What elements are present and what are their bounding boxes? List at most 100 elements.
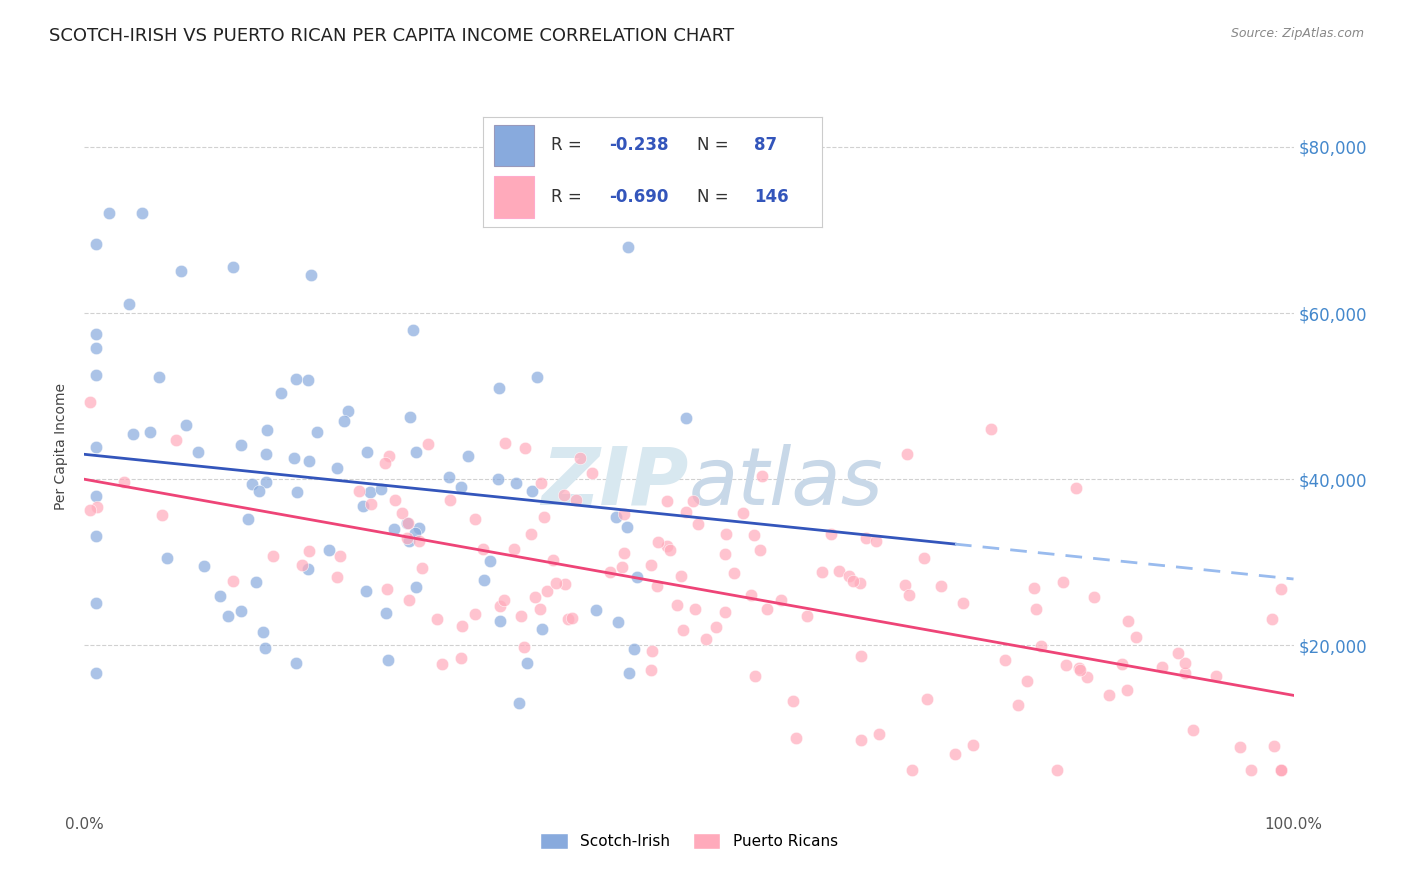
Point bbox=[748, 543, 770, 558]
Point bbox=[751, 469, 773, 483]
Point bbox=[360, 485, 382, 500]
Point bbox=[222, 260, 245, 274]
Point bbox=[531, 622, 554, 636]
Point bbox=[599, 565, 621, 579]
Point bbox=[641, 643, 664, 657]
Point bbox=[471, 541, 494, 556]
Point bbox=[510, 608, 533, 623]
Point bbox=[1270, 582, 1292, 596]
Point bbox=[165, 433, 187, 447]
Point bbox=[508, 697, 530, 711]
Point bbox=[1116, 615, 1139, 629]
Point bbox=[405, 580, 427, 594]
Point bbox=[848, 575, 870, 590]
Point bbox=[398, 593, 420, 607]
Point bbox=[849, 648, 872, 663]
Point bbox=[170, 264, 193, 278]
Point bbox=[399, 409, 422, 424]
Point bbox=[298, 544, 321, 558]
Point bbox=[138, 425, 160, 439]
Point bbox=[1024, 581, 1046, 595]
Point bbox=[131, 206, 153, 220]
Point bbox=[894, 578, 917, 592]
Point bbox=[714, 527, 737, 541]
Point bbox=[672, 624, 695, 638]
Point bbox=[785, 731, 807, 745]
Point bbox=[613, 507, 636, 521]
Point bbox=[658, 543, 681, 558]
Point bbox=[231, 438, 253, 452]
Point bbox=[647, 579, 669, 593]
Point bbox=[439, 492, 461, 507]
Point bbox=[86, 500, 108, 514]
Point bbox=[148, 370, 170, 384]
Point bbox=[898, 588, 921, 602]
Point bbox=[1069, 664, 1091, 678]
Point bbox=[375, 607, 398, 621]
Point bbox=[492, 593, 515, 607]
Point bbox=[404, 526, 426, 541]
Point bbox=[1025, 602, 1047, 616]
Point bbox=[756, 601, 779, 615]
Point bbox=[1098, 688, 1121, 702]
Point bbox=[326, 570, 349, 584]
Point bbox=[1031, 639, 1053, 653]
Point bbox=[553, 487, 575, 501]
Point bbox=[529, 601, 551, 615]
Point bbox=[240, 476, 263, 491]
Point bbox=[247, 483, 270, 498]
Point bbox=[626, 569, 648, 583]
Point bbox=[254, 641, 277, 656]
Point bbox=[616, 520, 638, 534]
Point bbox=[554, 577, 576, 591]
Point bbox=[669, 569, 692, 583]
Point bbox=[706, 620, 728, 634]
Point bbox=[238, 512, 260, 526]
Point bbox=[450, 480, 472, 494]
Point bbox=[329, 549, 352, 563]
Point bbox=[411, 561, 433, 575]
Point bbox=[398, 534, 420, 549]
Point bbox=[820, 526, 842, 541]
Point bbox=[512, 640, 534, 654]
Point bbox=[838, 568, 860, 582]
Point bbox=[943, 747, 966, 761]
Point bbox=[336, 403, 359, 417]
Point bbox=[523, 590, 546, 604]
Point bbox=[1270, 763, 1292, 777]
Point bbox=[742, 528, 765, 542]
Point bbox=[174, 418, 197, 433]
Point bbox=[675, 411, 697, 425]
Point bbox=[457, 449, 479, 463]
Point bbox=[952, 596, 974, 610]
Point bbox=[1076, 670, 1098, 684]
Point bbox=[522, 483, 544, 498]
Point bbox=[270, 386, 292, 401]
Point bbox=[855, 531, 877, 545]
Point bbox=[1205, 669, 1227, 683]
Point bbox=[1067, 661, 1090, 675]
Text: atlas: atlas bbox=[689, 443, 884, 522]
Point bbox=[86, 489, 108, 503]
Point bbox=[526, 369, 548, 384]
Point bbox=[1270, 763, 1292, 777]
Point bbox=[683, 602, 706, 616]
Point bbox=[262, 549, 284, 563]
Point bbox=[377, 653, 399, 667]
Point bbox=[557, 612, 579, 626]
Point bbox=[1182, 723, 1205, 737]
Point bbox=[901, 763, 924, 777]
Point bbox=[150, 508, 173, 522]
Point bbox=[418, 436, 440, 450]
Point bbox=[912, 551, 935, 566]
Point bbox=[451, 619, 474, 633]
Point bbox=[370, 483, 392, 497]
Point bbox=[1270, 763, 1292, 777]
Point bbox=[1083, 591, 1105, 605]
Point bbox=[530, 476, 553, 491]
Point bbox=[297, 562, 319, 576]
Point bbox=[231, 604, 253, 618]
Point bbox=[505, 475, 527, 490]
Point bbox=[356, 444, 378, 458]
Point bbox=[464, 512, 486, 526]
